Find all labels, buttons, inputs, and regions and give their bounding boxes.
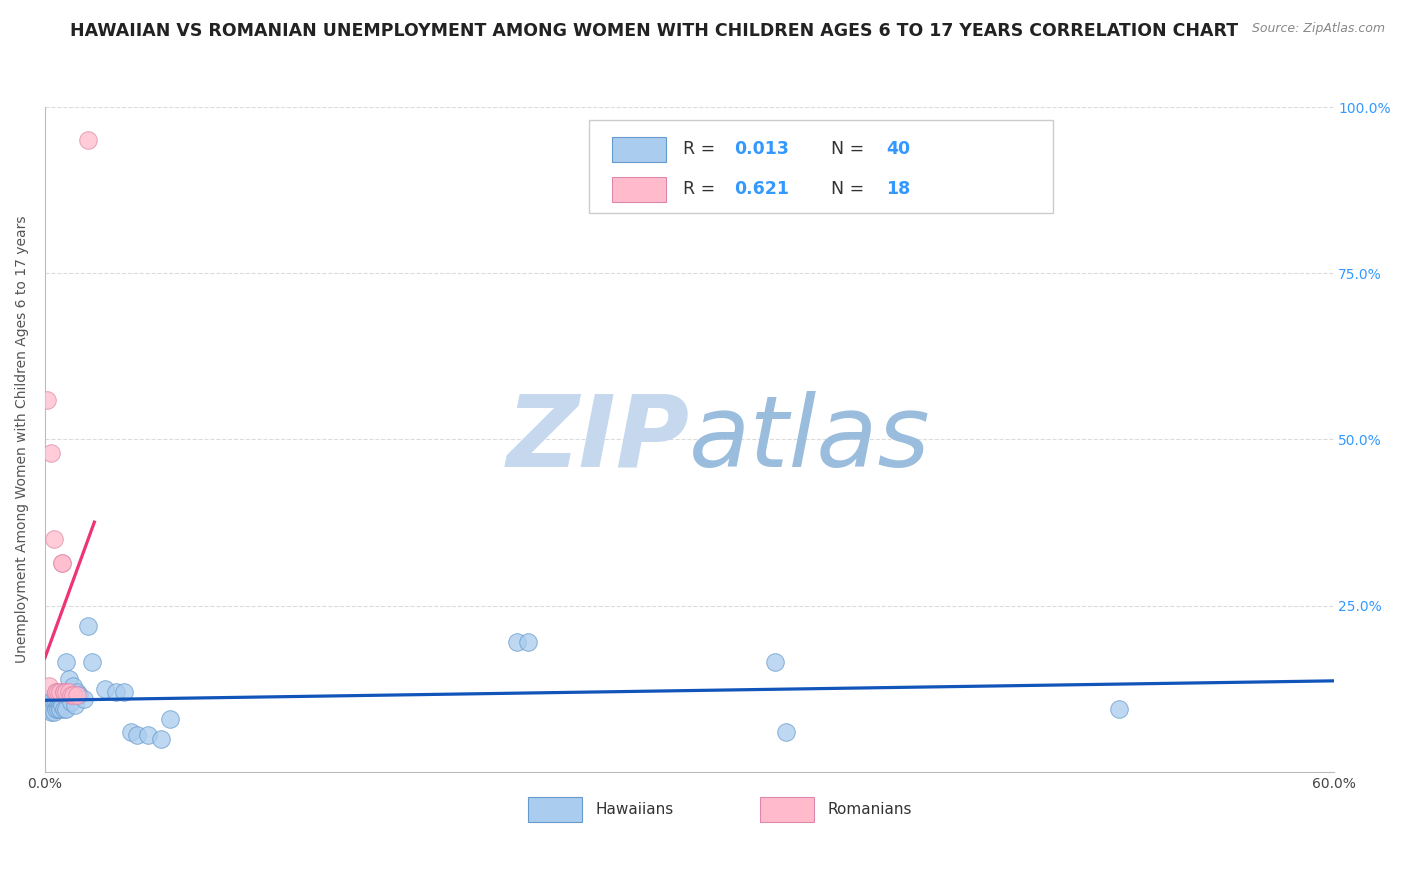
Point bbox=[41, 705, 63, 719]
Point bbox=[63, 698, 86, 713]
Point bbox=[62, 679, 84, 693]
Text: R =: R = bbox=[683, 140, 720, 158]
Point bbox=[1108, 702, 1130, 716]
Point bbox=[159, 712, 181, 726]
Point bbox=[42, 705, 65, 719]
Text: Romanians: Romanians bbox=[827, 802, 911, 817]
Y-axis label: Unemployment Among Women with Children Ages 6 to 17 years: Unemployment Among Women with Children A… bbox=[15, 216, 30, 664]
Point bbox=[67, 689, 90, 703]
Point bbox=[775, 725, 797, 739]
Point bbox=[82, 655, 104, 669]
Point bbox=[59, 689, 82, 703]
Point bbox=[55, 655, 77, 669]
Point bbox=[77, 618, 100, 632]
Point bbox=[49, 698, 72, 713]
Text: N =: N = bbox=[831, 180, 870, 198]
Point bbox=[45, 702, 67, 716]
Point bbox=[77, 133, 100, 147]
Text: ZIP: ZIP bbox=[506, 391, 689, 488]
Point bbox=[46, 685, 69, 699]
Point bbox=[55, 685, 77, 699]
Text: N =: N = bbox=[831, 140, 870, 158]
Point bbox=[66, 689, 89, 703]
FancyBboxPatch shape bbox=[589, 120, 1053, 213]
Point bbox=[94, 681, 117, 696]
Point bbox=[55, 702, 77, 716]
Point bbox=[45, 685, 67, 699]
Point bbox=[38, 679, 60, 693]
Point bbox=[58, 672, 80, 686]
Bar bbox=[612, 137, 666, 162]
Text: 18: 18 bbox=[886, 180, 911, 198]
Text: 0.621: 0.621 bbox=[734, 180, 789, 198]
Point bbox=[38, 702, 60, 716]
Point bbox=[763, 655, 786, 669]
Text: HAWAIIAN VS ROMANIAN UNEMPLOYMENT AMONG WOMEN WITH CHILDREN AGES 6 TO 17 YEARS C: HAWAIIAN VS ROMANIAN UNEMPLOYMENT AMONG … bbox=[70, 22, 1237, 40]
Point bbox=[51, 698, 73, 713]
Point bbox=[46, 702, 69, 716]
Point bbox=[149, 731, 172, 746]
Point bbox=[62, 689, 84, 703]
Point bbox=[41, 446, 63, 460]
Text: R =: R = bbox=[683, 180, 720, 198]
Point bbox=[120, 725, 142, 739]
Point bbox=[59, 695, 82, 709]
Point bbox=[66, 685, 89, 699]
Text: Source: ZipAtlas.com: Source: ZipAtlas.com bbox=[1251, 22, 1385, 36]
Point bbox=[53, 702, 76, 716]
Point bbox=[53, 685, 76, 699]
Point bbox=[114, 685, 136, 699]
Point bbox=[506, 635, 529, 649]
Point bbox=[51, 556, 73, 570]
Text: 40: 40 bbox=[886, 140, 911, 158]
Point bbox=[136, 728, 159, 742]
Text: atlas: atlas bbox=[689, 391, 931, 488]
Point bbox=[38, 691, 60, 706]
Text: Hawaiians: Hawaiians bbox=[595, 802, 673, 817]
Point bbox=[42, 533, 65, 547]
Point bbox=[72, 691, 94, 706]
Point bbox=[51, 556, 73, 570]
Point bbox=[49, 685, 72, 699]
Point bbox=[46, 698, 69, 713]
Point bbox=[37, 702, 59, 716]
Bar bbox=[761, 797, 814, 822]
Point bbox=[517, 635, 540, 649]
Bar bbox=[529, 797, 582, 822]
Point bbox=[42, 695, 65, 709]
Point bbox=[37, 392, 59, 407]
Point bbox=[104, 685, 127, 699]
Point bbox=[53, 685, 76, 699]
Point bbox=[49, 702, 72, 716]
Text: 0.013: 0.013 bbox=[734, 140, 789, 158]
Point bbox=[58, 685, 80, 699]
Point bbox=[41, 695, 63, 709]
Point bbox=[45, 685, 67, 699]
Point bbox=[45, 695, 67, 709]
Bar bbox=[612, 177, 666, 202]
Point bbox=[37, 695, 59, 709]
Point bbox=[127, 728, 149, 742]
